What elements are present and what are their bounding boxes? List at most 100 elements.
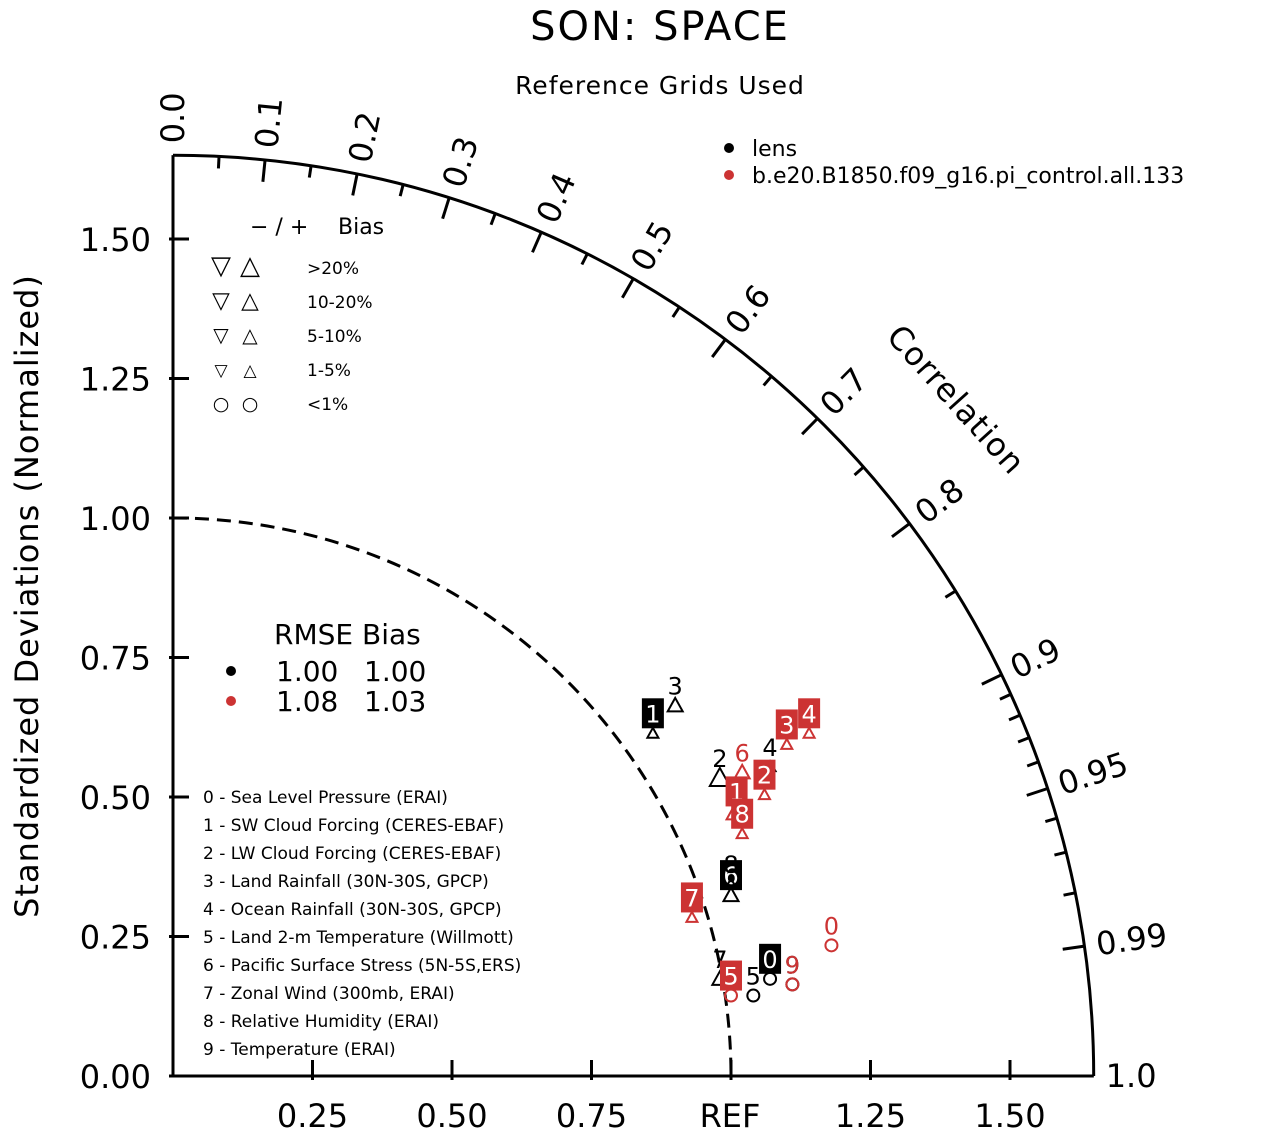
bias-symbol-triangle [779,736,794,750]
data-point-label: 9 [785,951,800,979]
correlation-tick-label: 0.1 [247,95,290,149]
correlation-minor-tick [489,213,497,226]
data-point-label: 9 [785,951,800,979]
correlation-major-tick [891,522,911,538]
y-tick-label: 1.25 [80,361,151,399]
rmse-dot-lens [226,666,236,676]
y-tick-label: 0.25 [80,919,151,957]
x-tick-label: 0.50 [416,1097,487,1135]
bias-symbol-circle [746,988,761,1003]
bias-symbol-circle [763,971,778,986]
legend-dot-control [724,170,734,180]
correlation-tick-label: 0.5 [623,215,681,278]
correlation-tick-label: 0.6 [717,278,778,342]
correlation-tick-label: 0.0 [154,92,192,143]
chart-subtitle: Reference Grids Used [515,71,805,100]
bias-legend-down-symbol: ▽ [214,361,228,381]
bias-symbol-triangle [801,725,817,739]
bias-legend-label: 5-10% [307,327,362,347]
correlation-minor-tick [671,306,681,318]
bias-legend: − / + Bias ▽ △ >20% ▽ △ 10-20% ▽ △ 5-10% ▽ △ 1-5% ○ ○… [211,215,384,415]
reference-arc [172,516,733,1077]
bias-legend-up-symbol: △ [242,323,258,347]
variable-item: 1 - SW Cloud Forcing (CERES-EBAF) [203,816,504,836]
bias-symbol-triangle [666,695,685,713]
bias-value-lens: 1.00 [364,655,426,688]
data-point-label: 4 [762,734,777,762]
correlation-tick-label: 0.2 [341,108,388,165]
data-point-box [775,709,798,740]
arc-label: Correlation [879,317,1033,482]
data-point-label: 3 [668,672,683,700]
axes-group: 0.000.250.500.751.001.251.500.25 0.50 0.75… [80,153,1096,1135]
bias-legend-up-symbol: ○ [242,393,259,415]
y-axis-label: Standardized Deviations (Normalized) [8,274,46,918]
bias-symbol-triangle [757,787,772,801]
variable-item: 6 - Pacific Surface Stress (5N-5S,ERS) [203,956,521,976]
variable-item: 0 - Sea Level Pressure (ERAI) [203,788,448,808]
data-point-label: 7 [684,884,699,912]
correlation-tick-label: 1.0 [1106,1057,1157,1095]
data-point-box [753,759,776,790]
bias-symbol-triangle [732,762,752,780]
bias-legend-up-symbol: △ [241,288,259,314]
correlation-major-tick [801,417,819,436]
bias-legend-label: 10-20% [307,293,373,313]
correlation-minor-tick [580,253,589,266]
correlation-major-tick [711,338,727,358]
correlation-minor-tick [853,465,865,477]
legend-label-lens: lens [752,137,797,162]
variable-item: 5 - Land 2-m Temperature (Willmott) [203,928,514,948]
variable-item: 3 - Land Rainfall (30N-30S, GPCP) [203,872,489,892]
correlation-tick-label: 0.9 [1004,630,1066,686]
data-point-box [720,960,742,991]
y-tick-label: 0.50 [80,779,151,817]
bias-symbol-triangle [734,826,750,840]
rmse-legend: RMSE Bias 1.00 1.00 1.08 1.03 [226,618,426,718]
x-tick-label: 0.25 [277,1097,348,1135]
bias-legend-rows: ▽ △ >20% ▽ △ 10-20% ▽ △ 5-10% ▽ △ 1-5% ○ ○ <1% [211,251,373,415]
bias-value-control: 1.03 [364,685,426,718]
correlation-major-tick [621,277,635,299]
data-point-box [641,698,664,729]
correlation-tick-label: 0.3 [435,132,487,192]
bias-legend-up-symbol: △ [243,361,257,381]
correlation-major-tick [1026,787,1049,797]
data-point-label: 5 [746,963,761,991]
variable-list: 0 - Sea Level Pressure (ERAI) 1 - SW Clo… [203,788,521,1060]
bias-legend-label: >20% [307,259,359,279]
data-point-label: 8 [735,801,750,829]
x-tick-label: 1.50 [974,1097,1045,1135]
correlation-minor-tick [1054,850,1067,857]
rmse-dot-control [226,696,236,706]
y-tick-label: 0.75 [80,640,151,678]
correlation-minor-tick [1063,891,1076,897]
variable-item: 8 - Relative Humidity (ERAI) [203,1012,439,1032]
chart-title: SON: SPACE [530,4,790,50]
correlation-major-tick [441,197,451,220]
data-point-box [731,798,754,829]
rmse-legend-header: RMSE Bias [274,618,421,651]
bias-symbol-triangle [721,885,741,903]
data-point-box [759,943,782,974]
correlation-minor-tick [1017,736,1030,744]
variable-item: 9 - Temperature (ERAI) [203,1040,396,1060]
bias-legend-title: Bias [338,215,384,240]
data-point-label: 2 [757,762,772,790]
correlation-minor-tick [762,375,773,387]
variable-item: 4 - Ocean Rainfall (30N-30S, GPCP) [203,900,502,920]
bias-symbol-triangle [723,876,739,890]
bias-legend-label: 1-5% [307,361,351,381]
bias-legend-down-symbol: ○ [213,393,230,415]
bias-legend-down-symbol: ▽ [212,288,230,314]
legend-dot-lens [724,143,734,153]
bias-symbol-circle [724,988,738,1003]
correlation-minor-tick [1044,816,1058,824]
x-tick-label: 0.75 [556,1097,627,1135]
correlation-minor-tick [216,156,221,169]
data-point-label: 6 [723,862,738,890]
correlation-minor-tick [398,184,405,197]
data-point-label: 2 [712,745,727,773]
